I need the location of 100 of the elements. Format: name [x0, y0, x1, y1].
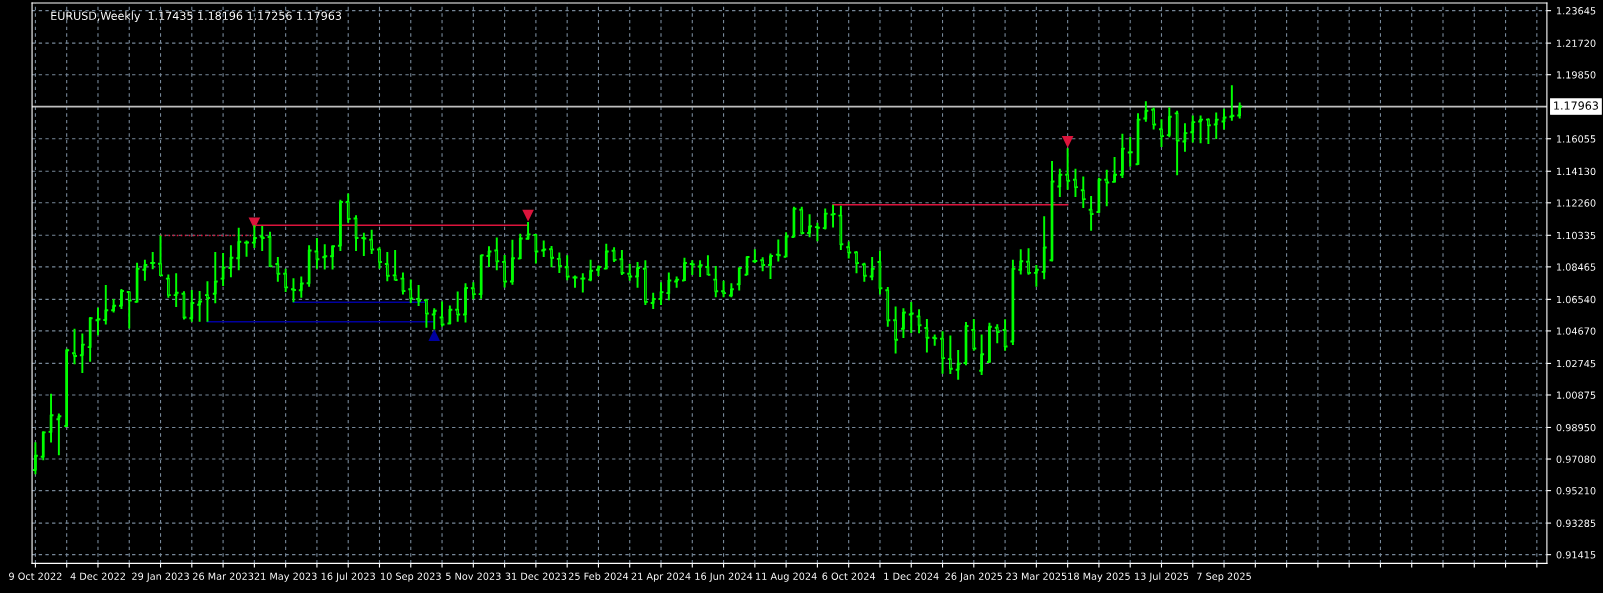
candlestick — [651, 291, 655, 310]
point — [428, 329, 441, 341]
candlestick — [1167, 106, 1171, 139]
candlestick — [88, 316, 92, 363]
candlestick — [57, 412, 61, 457]
candlestick — [956, 349, 960, 381]
candlestick — [65, 347, 69, 428]
y-tick-label: 1.12260 — [1556, 199, 1596, 207]
candlestick — [847, 240, 851, 260]
y-tick-label: 1.21720 — [1556, 39, 1596, 47]
candlestick — [370, 228, 374, 255]
candlestick — [620, 249, 624, 277]
candlestick — [518, 232, 522, 261]
candlestick — [839, 204, 843, 251]
candlestick — [432, 307, 436, 331]
candlestick — [1175, 109, 1179, 177]
candlestick — [1097, 176, 1101, 214]
y-tick-label: 1.19850 — [1556, 71, 1596, 79]
candlestick — [534, 233, 538, 265]
candlestick — [104, 284, 108, 326]
candlestick — [1144, 100, 1148, 123]
x-tick-label: 21 May 2023 — [254, 572, 317, 582]
y-tick-label: 1.10335 — [1556, 231, 1596, 240]
x-tick-label: 16 Jun 2024 — [695, 572, 753, 582]
candlestick — [659, 281, 663, 307]
candlestick — [1191, 114, 1195, 144]
candlestick — [604, 242, 608, 271]
candlestick — [409, 278, 413, 304]
y-tick-label: 0.98950 — [1556, 423, 1596, 432]
candlestick — [495, 236, 499, 272]
x-tick-label: 29 Jan 2023 — [132, 572, 189, 582]
candlestick — [346, 192, 350, 224]
candlestick — [385, 251, 389, 283]
x-tick-label: 26 Mar 2023 — [192, 572, 254, 580]
y-tick-label: 0.93285 — [1556, 519, 1596, 527]
y-tick-label: 0.91415 — [1556, 551, 1596, 559]
point — [1061, 136, 1074, 148]
candlestick — [456, 290, 460, 323]
candlestick — [213, 251, 217, 305]
x-tick-label: 23 Mar 2025 — [1006, 572, 1067, 580]
candlestick — [190, 288, 194, 323]
candlestick — [174, 272, 178, 308]
x-tick-label: 4 Dec 2022 — [70, 572, 125, 580]
candlestick — [237, 226, 241, 272]
candlestick — [1042, 215, 1046, 281]
point — [522, 209, 534, 222]
y-tick-label: 1.00875 — [1556, 391, 1596, 399]
candlestick — [995, 323, 999, 345]
x-tick-label: 13 Jul 2025 — [1135, 572, 1189, 582]
candlestick — [706, 254, 710, 276]
x-tick-label: 6 Oct 2024 — [822, 572, 876, 580]
x-tick-label: 21 Apr 2024 — [631, 572, 691, 582]
candlestick — [299, 275, 303, 299]
x-tick-label: 11 Aug 2024 — [756, 572, 817, 582]
candlestick — [1019, 248, 1023, 276]
candlestick — [667, 271, 671, 302]
y-tick-label: 0.97080 — [1556, 455, 1596, 463]
x-tick-label: 25 Feb 2024 — [568, 572, 629, 580]
candlestick — [925, 317, 929, 354]
y-tick-label: 1.08465 — [1556, 263, 1596, 271]
text: EURUSD,Weekly 1.17435 1.18196 1.17256 1.17963 — [51, 11, 342, 23]
candlestick — [870, 256, 874, 282]
candlestick — [737, 266, 741, 292]
y-tick-label: 1.04670 — [1556, 327, 1596, 335]
candlestick — [612, 246, 616, 264]
candlestick — [1214, 111, 1218, 140]
candlestick — [41, 430, 45, 462]
candlestick — [229, 244, 233, 279]
candlestick — [471, 281, 475, 301]
candlestick — [628, 262, 632, 282]
candlestick — [1089, 194, 1093, 232]
x-tick-label: 7 Sep 2025 — [1197, 572, 1251, 582]
candlestick — [823, 207, 827, 231]
x-tick-label: 10 Sep 2023 — [381, 572, 441, 582]
y-tick-label: 0.95210 — [1556, 487, 1596, 495]
candlestick — [393, 249, 397, 281]
y-tick-label: 1.23645 — [1556, 7, 1596, 15]
candlestick — [761, 256, 765, 273]
x-tick-label: 26 Jan 2025 — [945, 572, 1003, 582]
candlestick — [143, 258, 147, 282]
x-tick-label: 16 Jul 2023 — [321, 572, 375, 582]
candlestick — [1105, 168, 1109, 208]
candlestick — [479, 254, 483, 300]
candlestick — [307, 244, 311, 288]
candlestick — [276, 256, 280, 283]
y-tick-label: 1.16055 — [1556, 135, 1596, 143]
y-tick-label: 1.14130 — [1556, 167, 1596, 176]
candlestick — [448, 304, 452, 326]
candlestick — [1003, 318, 1007, 352]
y-tick-label: 1.02745 — [1556, 359, 1596, 368]
ref-line-label: 1.17963 — [1554, 101, 1599, 110]
candlestick — [127, 290, 131, 330]
candlestick — [1081, 175, 1085, 210]
candlestick — [1152, 106, 1156, 131]
candlestick — [221, 252, 225, 287]
candlestick — [714, 264, 718, 299]
candlestick — [886, 286, 890, 328]
candlestick — [1058, 167, 1062, 198]
y-tick-label: 1.06540 — [1556, 295, 1596, 304]
x-tick-label: 1 Dec 2024 — [884, 572, 939, 580]
